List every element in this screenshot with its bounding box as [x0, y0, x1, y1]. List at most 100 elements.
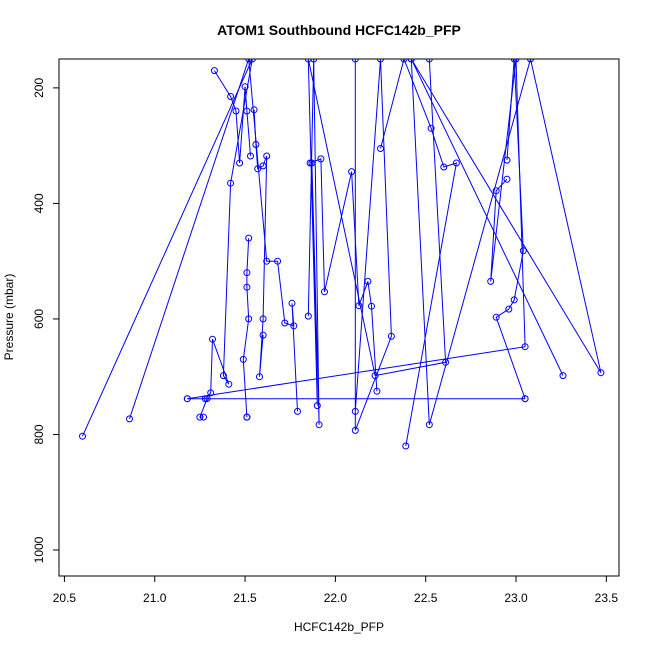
data-point — [225, 380, 233, 388]
data-point — [79, 432, 86, 440]
data-point — [512, 59, 520, 63]
data-point — [315, 421, 323, 429]
series-line — [213, 70, 251, 164]
data-point — [256, 373, 263, 381]
data-point — [243, 283, 251, 291]
data-point — [321, 288, 328, 296]
data-point — [288, 299, 296, 307]
data-point — [259, 315, 267, 323]
data-point — [427, 124, 435, 132]
data-point — [348, 168, 356, 176]
x-tick-label: 21.5 — [233, 591, 257, 605]
data-point — [521, 395, 529, 403]
series-12 — [407, 59, 605, 429]
series-line — [187, 398, 526, 418]
data-point — [200, 413, 207, 421]
x-axis: 20.5 21.0 21.5 22.0 22.5 23.0 23.5 — [53, 576, 619, 605]
data-point — [597, 369, 605, 377]
series-10 — [492, 59, 529, 403]
data-point — [519, 247, 527, 255]
data-point — [232, 107, 240, 115]
series-line — [242, 238, 250, 418]
y-tick-label: 600 — [32, 309, 46, 329]
data-point — [183, 395, 191, 403]
series-6 — [126, 59, 301, 423]
data-point — [387, 332, 395, 340]
data-point — [196, 413, 204, 421]
y-axis: 200 400 600 800 1000 — [32, 78, 59, 563]
y-tick-label: 1000 — [32, 536, 46, 563]
data-point — [503, 175, 511, 183]
series-3 — [239, 234, 253, 421]
data-point — [355, 302, 363, 310]
data-point — [351, 407, 359, 415]
data-point — [452, 159, 460, 167]
y-tick-label: 200 — [32, 78, 46, 98]
data-point — [505, 305, 513, 313]
data-point — [259, 162, 267, 170]
data-point — [281, 319, 289, 327]
data-point — [250, 106, 258, 114]
series-line — [82, 59, 253, 437]
data-point — [510, 296, 518, 304]
series-9 — [351, 59, 395, 434]
data-point — [241, 83, 249, 91]
data-point — [373, 387, 381, 395]
series-1 — [210, 67, 254, 167]
data-point — [440, 163, 448, 171]
series-13 — [304, 59, 450, 429]
data-point — [259, 331, 267, 339]
x-tick-label: 22.5 — [414, 591, 438, 605]
data-point — [243, 269, 251, 277]
data-point — [407, 59, 415, 63]
data-point — [210, 67, 218, 75]
data-point — [425, 421, 433, 429]
data-point — [245, 59, 253, 63]
data-point — [400, 59, 408, 63]
data-point — [239, 355, 247, 363]
data-point — [559, 372, 567, 380]
data-point — [527, 59, 534, 63]
x-tick-label: 21.0 — [143, 591, 167, 605]
data-layer — [79, 59, 605, 450]
data-point — [371, 372, 379, 380]
chart-title: ATOM1 Southbound HCFC142b_PFP — [217, 22, 461, 38]
series-line — [380, 59, 458, 447]
x-axis-label: HCFC142b_PFP — [294, 620, 384, 634]
data-point — [243, 107, 251, 115]
data-point — [207, 389, 215, 397]
data-point — [442, 358, 450, 366]
data-point — [521, 343, 529, 351]
x-tick-label: 23.5 — [595, 591, 619, 605]
series-line — [129, 59, 298, 420]
series-11 — [183, 59, 529, 403]
y-axis-label: Pressure (mbar) — [2, 274, 16, 361]
data-point — [304, 312, 312, 320]
x-tick-label: 23.0 — [504, 591, 528, 605]
data-point — [227, 179, 235, 187]
series-line — [309, 158, 378, 392]
data-point — [294, 407, 301, 415]
data-point — [492, 313, 500, 321]
series-2 — [250, 106, 271, 381]
data-point — [263, 257, 271, 265]
data-point — [248, 59, 256, 63]
data-point — [254, 165, 262, 173]
series-8 — [377, 59, 460, 450]
data-point — [368, 302, 375, 310]
data-point — [209, 335, 216, 343]
data-point — [227, 93, 235, 100]
plot-frame — [58, 58, 620, 577]
data-point — [492, 187, 500, 195]
data-point — [487, 277, 495, 285]
series-line — [495, 59, 526, 399]
data-point — [245, 315, 253, 323]
series-line — [187, 59, 526, 400]
data-point — [351, 426, 359, 434]
series-5 — [79, 59, 256, 440]
y-tick-label: 400 — [32, 193, 46, 213]
x-tick-label: 22.0 — [324, 591, 348, 605]
data-point — [247, 152, 254, 160]
y-tick-label: 800 — [32, 424, 46, 444]
